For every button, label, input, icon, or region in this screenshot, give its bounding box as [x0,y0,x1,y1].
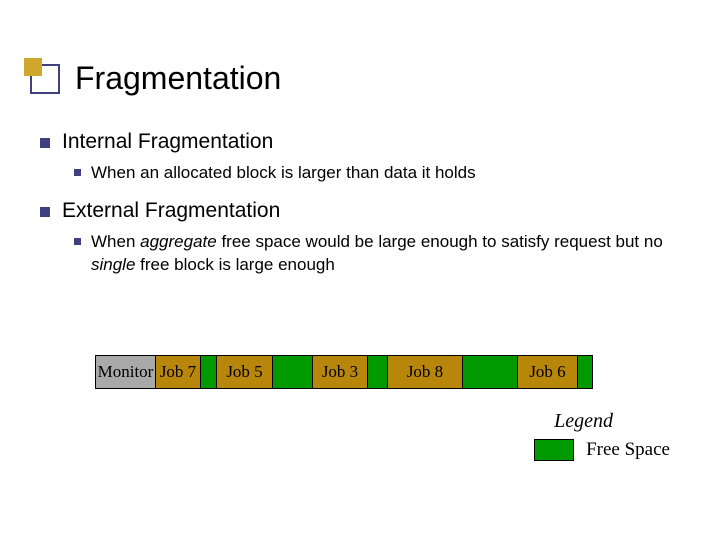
bullet-text: External Fragmentation [62,199,280,223]
legend: Legend Free Space [534,410,670,461]
title-decoration [30,64,60,94]
legend-label: Free Space [586,439,670,461]
memory-segment-free [463,356,518,388]
memory-segment-job: Job 5 [217,356,273,388]
bullet-square-icon [40,207,50,217]
memory-segment-job: Job 3 [313,356,368,388]
bullet-text: Internal Fragmentation [62,130,273,154]
memory-bar-diagram: MonitorJob 7 Job 5 Job 3 Job 8 Job 6 [95,355,593,389]
text-part: When [91,232,140,251]
subbullet-external: When aggregate free space would be large… [74,231,680,277]
memory-segment-job: Monitor [96,356,156,388]
bullet-square-icon [40,138,50,148]
memory-segment-free [578,356,592,388]
content-area: Internal Fragmentation When an allocated… [40,130,680,285]
bullet-square-icon [74,238,81,245]
text-italic: single [91,255,135,274]
memory-segment-free [368,356,388,388]
subbullet-internal: When an allocated block is larger than d… [74,162,680,185]
slide-title-area: Fragmentation [30,60,281,97]
bullet-square-icon [74,169,81,176]
memory-segment-job: Job 6 [518,356,578,388]
subbullet-text: When an allocated block is larger than d… [91,162,476,185]
subbullet-text: When aggregate free space would be large… [91,231,680,277]
legend-row-free: Free Space [534,439,670,461]
bullet-external-frag: External Fragmentation [40,199,680,223]
memory-segment-job: Job 7 [156,356,201,388]
slide-title: Fragmentation [75,60,281,97]
text-part: free space would be large enough to sati… [217,232,663,251]
title-decoration-inner [24,58,42,76]
legend-title: Legend [554,410,670,433]
bullet-internal-frag: Internal Fragmentation [40,130,680,154]
legend-swatch [534,439,574,461]
memory-segment-free [273,356,313,388]
text-part: free block is large enough [135,255,334,274]
text-italic: aggregate [140,232,217,251]
memory-segment-job: Job 8 [388,356,463,388]
memory-segment-free [201,356,217,388]
